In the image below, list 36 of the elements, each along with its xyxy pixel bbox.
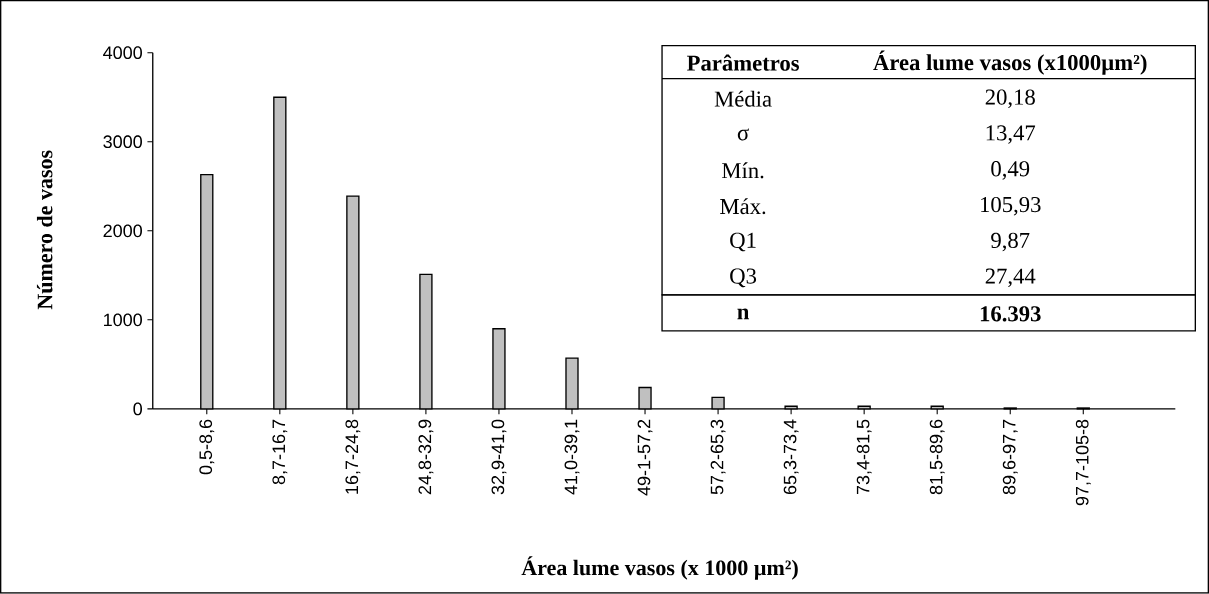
x-tick-label: 32,9-41,0 — [491, 419, 507, 495]
x-tick-label: 57,2-65,3 — [710, 419, 726, 495]
annotation: 27,44 — [985, 268, 1036, 288]
annotation: Q1 — [730, 232, 756, 252]
x-tick-label: 0,5-8,6 — [199, 419, 215, 475]
x-tick-label: 65,3-73,4 — [783, 419, 799, 495]
annotation: 0,49 — [991, 161, 1030, 180]
annotation: 105,93 — [981, 197, 1041, 216]
annotation: Mín. — [722, 162, 764, 179]
x-tick-label: 89,6-97,7 — [1002, 420, 1018, 495]
x-tick-label: 73,4-81,5 — [856, 419, 872, 495]
annotation: 9,87 — [991, 232, 1030, 252]
annotation: Média — [714, 90, 772, 107]
y-tick-label: 4000 — [103, 46, 142, 60]
x-tick-label: 8,7-16,7 — [272, 420, 288, 485]
annotation: 13,47 — [986, 125, 1036, 144]
annotation: Área lume vasos (x1000µm²) — [873, 50, 1147, 76]
annotation: Máx. — [720, 198, 766, 215]
x-tick-label: 16,7-24,8 — [345, 419, 361, 494]
x-tick-label: 97,7-105-8 — [1075, 419, 1091, 506]
y-tick-label: 0 — [133, 402, 143, 416]
x-tick-label: 41,0-39,1 — [564, 419, 580, 495]
annotation: σ — [737, 128, 749, 141]
x-tick-label: 81,5-89,6 — [929, 419, 945, 495]
annotation: 16.393 — [980, 306, 1041, 322]
annotation: 20,18 — [985, 89, 1035, 109]
y-tick-label: 3000 — [103, 135, 142, 149]
x-tick-label: 24,8-32,9 — [418, 419, 434, 495]
x-axis-title: Área lume vasos (x 1000 µm²) — [521, 556, 798, 580]
y-tick-label: 1000 — [104, 313, 142, 327]
annotation: Q3 — [730, 268, 757, 288]
y-axis-title: Número de vasos — [36, 150, 53, 310]
annotation: Parâmetros — [687, 54, 799, 71]
y-tick-label: 2000 — [103, 224, 142, 238]
x-tick-label: 49-1-57,2 — [637, 420, 653, 496]
annotation: n — [737, 308, 750, 320]
